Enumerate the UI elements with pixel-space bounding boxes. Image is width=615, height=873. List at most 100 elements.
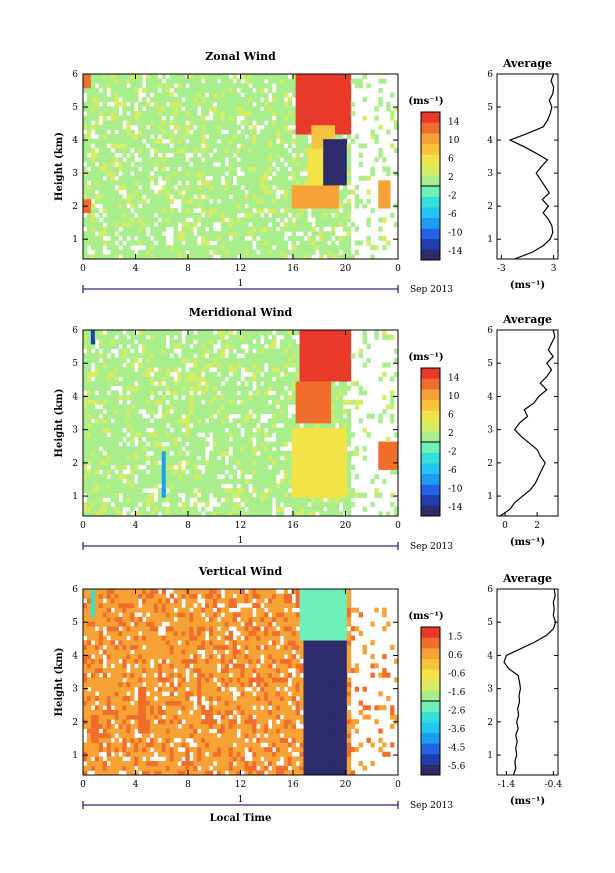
zonal-heatmap-cell bbox=[283, 185, 289, 191]
zonal-heatmap-cell bbox=[173, 222, 178, 228]
meridional-heatmap-cell bbox=[342, 348, 348, 354]
zonal-heatmap-cell bbox=[189, 175, 194, 181]
meridional-heatmap-cell bbox=[390, 469, 395, 475]
meridional-heatmap-cell bbox=[327, 450, 332, 456]
zonal-heatmap-cell bbox=[291, 157, 297, 163]
meridional-heatmap-cell bbox=[248, 464, 253, 470]
meridional-heatmap-cell bbox=[303, 395, 308, 401]
zonal-heatmap-cell bbox=[386, 198, 391, 204]
meridional-heatmap-cell bbox=[216, 511, 222, 517]
zonal-heatmap-cell bbox=[220, 203, 226, 209]
zonal-heatmap-cell bbox=[177, 189, 182, 195]
meridional-heatmap-cell bbox=[323, 376, 328, 382]
zonal-heatmap-cell bbox=[86, 97, 92, 103]
meridional-heatmap-cell bbox=[153, 409, 159, 415]
meridional-heatmap-cell bbox=[173, 455, 178, 461]
zonal-heatmap-cell bbox=[327, 134, 332, 140]
meridional-heatmap-cell bbox=[161, 343, 167, 349]
zonal-heatmap-cell bbox=[98, 161, 104, 167]
meridional-heatmap-cell bbox=[177, 343, 182, 349]
meridional-heatmap-cell bbox=[209, 418, 214, 424]
zonal-heatmap-cell bbox=[173, 245, 178, 251]
meridional-heatmap-cell bbox=[114, 464, 119, 470]
meridional-heatmap-cell bbox=[146, 385, 151, 391]
meridional-heatmap-cell bbox=[212, 390, 218, 396]
meridional-heatmap-cell bbox=[275, 441, 281, 447]
meridional-heatmap-cell bbox=[94, 455, 100, 461]
zonal-heatmap-cell bbox=[268, 245, 273, 251]
zonal-heatmap-cell bbox=[216, 152, 222, 158]
zonal-heatmap-cell bbox=[272, 249, 277, 255]
meridional-heatmap-cell bbox=[335, 330, 340, 336]
zonal-heatmap-cell bbox=[232, 194, 237, 200]
zonal-heatmap-cell bbox=[83, 254, 88, 260]
zonal-heatmap-cell bbox=[94, 115, 100, 121]
zonal-heatmap-cell bbox=[83, 74, 88, 80]
meridional-heatmap-cell bbox=[244, 390, 249, 396]
meridional-heatmap-cell bbox=[338, 334, 344, 340]
meridional-heatmap-cell bbox=[86, 478, 92, 484]
meridional-heatmap-cell bbox=[83, 502, 88, 508]
zonal-heatmap-cell bbox=[303, 97, 308, 103]
meridional-heatmap-cell bbox=[153, 455, 159, 461]
meridional-heatmap-cell bbox=[295, 395, 300, 401]
meridional-heatmap-cell bbox=[319, 371, 324, 377]
zonal-heatmap-cell bbox=[106, 74, 111, 80]
zonal-heatmap-cell bbox=[311, 235, 316, 241]
meridional-heatmap-cell bbox=[323, 474, 328, 480]
meridional-heatmap-cell bbox=[110, 371, 115, 377]
zonal-heatmap-cell bbox=[90, 115, 96, 121]
zonal-heatmap-cell bbox=[161, 101, 167, 107]
zonal-heatmap-cell bbox=[283, 171, 289, 177]
zonal-heatmap-cell bbox=[153, 226, 159, 232]
meridional-heatmap-cell bbox=[268, 353, 273, 359]
zonal-heatmap-cell bbox=[279, 175, 285, 181]
zonal-heatmap-cell bbox=[279, 97, 285, 103]
meridional-heatmap-cell bbox=[382, 330, 387, 336]
meridional-heatmap-cell bbox=[130, 353, 135, 359]
meridional-heatmap-cell bbox=[181, 455, 186, 461]
zonal-heatmap-cell bbox=[327, 208, 332, 214]
zonal-heatmap-cell bbox=[279, 254, 285, 260]
meridional-heatmap-cell bbox=[149, 436, 155, 442]
zonal-heatmap-cell bbox=[260, 171, 265, 177]
zonal-heatmap-cell bbox=[315, 189, 320, 195]
meridional-heatmap-cell bbox=[212, 478, 218, 484]
meridional-heatmap-cell bbox=[338, 395, 344, 401]
meridional-heatmap-cell bbox=[382, 441, 387, 447]
meridional-heatmap-cell bbox=[327, 418, 332, 424]
meridional-heatmap-cell bbox=[102, 395, 108, 401]
meridional-heatmap-cell bbox=[283, 413, 289, 419]
zonal-heatmap-cell bbox=[335, 74, 340, 80]
zonal-heatmap-cell bbox=[193, 240, 198, 246]
zonal-heatmap-cell bbox=[161, 161, 167, 167]
zonal-heatmap-cell bbox=[102, 171, 108, 177]
meridional-heatmap-cell bbox=[90, 334, 96, 340]
meridional-heatmap-cell bbox=[157, 497, 163, 503]
zonal-heatmap-cell bbox=[122, 74, 127, 80]
meridional-heatmap-cell bbox=[232, 376, 237, 382]
meridional-heatmap-cell bbox=[236, 464, 241, 470]
zonal-heatmap-cell bbox=[197, 194, 202, 200]
meridional-heatmap-cell bbox=[149, 474, 155, 480]
meridional-heatmap-cell bbox=[173, 362, 178, 368]
zonal-heatmap-cell bbox=[173, 124, 178, 130]
zonal-heatmap-cell bbox=[248, 175, 253, 181]
meridional-heatmap-cell bbox=[354, 492, 360, 498]
meridional-heatmap-cell bbox=[248, 450, 253, 456]
zonal-heatmap-cell bbox=[110, 74, 115, 80]
zonal-heatmap-cell bbox=[149, 111, 155, 117]
zonal-heatmap-cell bbox=[90, 152, 96, 158]
zonal-heatmap-cell bbox=[287, 185, 293, 191]
zonal-heatmap-cell bbox=[311, 171, 316, 177]
zonal-heatmap-cell bbox=[327, 78, 332, 84]
meridional-heatmap-cell bbox=[335, 409, 340, 415]
meridional-heatmap-cell bbox=[382, 460, 387, 466]
meridional-heatmap-cell bbox=[86, 371, 92, 377]
meridional-heatmap-cell bbox=[342, 483, 348, 489]
meridional-heatmap-cell bbox=[90, 432, 96, 438]
meridional-heatmap-cell bbox=[291, 353, 297, 359]
meridional-heatmap-cell bbox=[161, 367, 167, 373]
meridional-heatmap-cell bbox=[264, 460, 269, 466]
